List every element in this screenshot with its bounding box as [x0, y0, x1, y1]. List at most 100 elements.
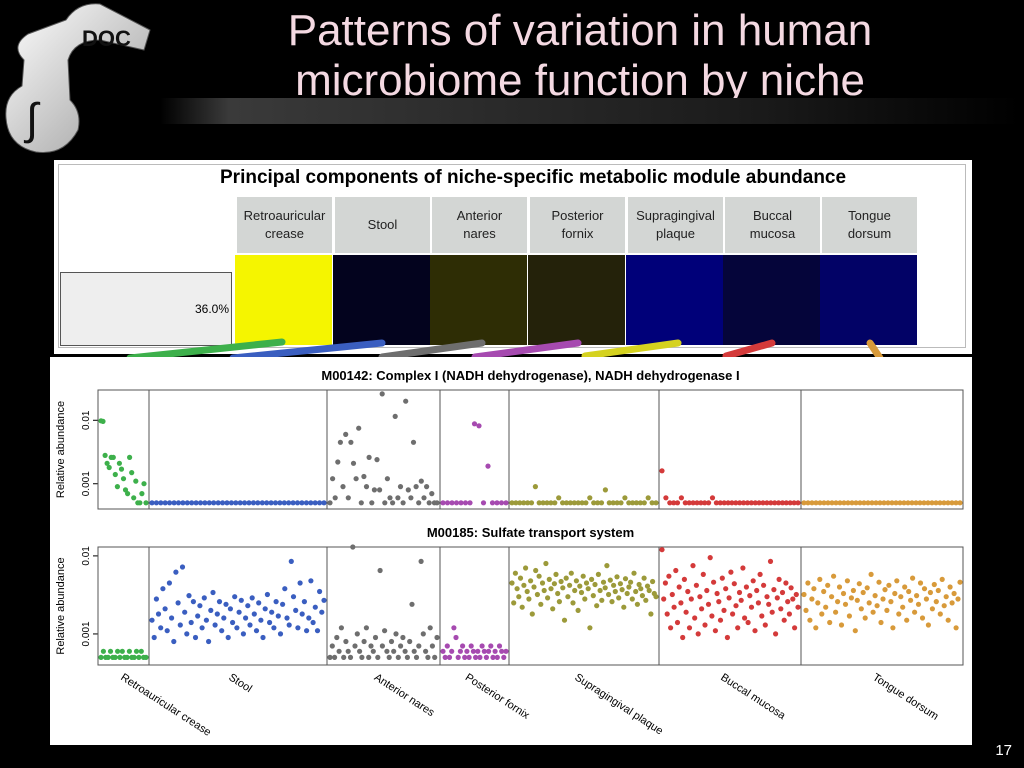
data-point: [219, 628, 225, 634]
data-point: [925, 622, 932, 628]
data-point: [343, 638, 349, 645]
data-point: [582, 596, 588, 602]
data-point: [890, 625, 896, 631]
data-point: [848, 595, 855, 601]
plot-title: M00185: Sulfate transport system: [427, 525, 634, 540]
data-point: [591, 500, 597, 506]
data-point: [532, 484, 538, 490]
data-point: [423, 648, 429, 654]
data-point: [494, 500, 500, 506]
data-point: [840, 590, 847, 597]
data-point: [831, 573, 837, 579]
data-point: [384, 648, 390, 654]
data-point: [458, 500, 464, 506]
data-point: [338, 625, 344, 631]
scatter-plots: M00142: Complex I (NADH dehydrogenase), …: [55, 368, 964, 739]
data-point: [556, 495, 562, 501]
data-point: [709, 495, 716, 501]
data-point: [583, 580, 590, 586]
data-point: [733, 603, 739, 609]
data-point: [426, 500, 432, 506]
data-point: [929, 606, 936, 612]
data-point: [118, 466, 125, 472]
data-point: [400, 500, 406, 506]
data-point: [546, 576, 552, 582]
data-point: [377, 567, 383, 574]
data-point: [717, 500, 723, 506]
data-point: [616, 595, 622, 601]
data-point: [363, 484, 370, 490]
data-point: [390, 500, 396, 506]
data-point: [761, 582, 767, 588]
data-point: [762, 622, 768, 628]
data-point: [609, 599, 615, 605]
data-point: [933, 500, 939, 506]
data-point: [725, 500, 731, 506]
data-point: [359, 654, 365, 660]
data-point: [345, 495, 351, 501]
data-point: [894, 578, 900, 584]
data-point: [723, 586, 729, 592]
data-point: [195, 613, 201, 619]
data-point: [397, 484, 404, 490]
data-point: [571, 500, 577, 506]
data-point: [669, 591, 675, 598]
logo-icon: DOC ∫: [5, 3, 151, 154]
data-point: [327, 654, 333, 660]
data-point: [841, 500, 847, 506]
data-point: [610, 500, 616, 506]
data-point: [277, 500, 283, 506]
data-point: [579, 500, 585, 506]
data-point: [124, 654, 130, 660]
data-point: [221, 615, 227, 621]
data-point: [434, 634, 440, 641]
data-point: [893, 500, 899, 506]
data-point: [735, 625, 741, 631]
data-point: [878, 619, 884, 626]
data-point: [621, 604, 627, 610]
data-point: [509, 500, 515, 506]
data-point: [138, 648, 144, 654]
data-point: [622, 576, 629, 582]
data-point: [392, 413, 398, 419]
data-point: [517, 575, 524, 581]
data-point: [143, 654, 149, 660]
data-point: [599, 597, 605, 603]
data-point: [206, 500, 212, 506]
data-point: [290, 594, 297, 600]
data-point: [842, 601, 849, 607]
data-point: [637, 500, 644, 506]
data-point: [568, 570, 574, 576]
data-point: [556, 599, 562, 605]
data-point: [215, 500, 221, 506]
data-point: [348, 439, 354, 445]
niche-header: Anterior nares: [432, 197, 527, 253]
data-point: [876, 579, 882, 585]
data-point: [208, 607, 214, 613]
data-point: [255, 500, 261, 506]
data-point: [551, 581, 557, 587]
data-point: [730, 611, 736, 617]
niche-panel: [439, 389, 510, 510]
pc-variance-label: 36.0%: [194, 302, 229, 316]
data-point: [304, 628, 310, 634]
data-point: [457, 648, 463, 654]
data-point: [253, 628, 260, 634]
data-point: [935, 587, 941, 594]
data-point: [869, 500, 875, 506]
data-point: [882, 587, 888, 593]
data-point: [921, 500, 927, 506]
data-point: [844, 578, 851, 584]
data-point: [803, 607, 809, 613]
data-point: [631, 570, 637, 576]
data-point: [825, 582, 831, 588]
data-point: [400, 634, 406, 641]
data-point: [941, 500, 947, 506]
data-point: [104, 460, 110, 466]
data-point: [444, 643, 450, 649]
data-point: [490, 654, 496, 660]
data-point: [312, 604, 318, 610]
data-point: [953, 500, 959, 506]
data-point: [395, 654, 401, 660]
data-point: [112, 471, 118, 478]
